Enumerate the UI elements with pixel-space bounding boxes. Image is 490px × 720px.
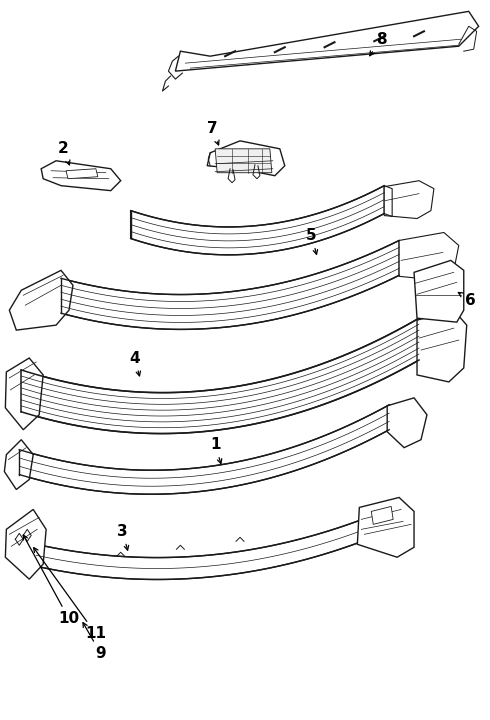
Polygon shape [175, 12, 479, 71]
Polygon shape [66, 168, 98, 179]
Polygon shape [387, 398, 427, 448]
Text: 1: 1 [210, 437, 222, 464]
Text: 3: 3 [118, 524, 129, 550]
Text: 4: 4 [129, 351, 141, 376]
Text: 6: 6 [458, 292, 476, 307]
Text: 11: 11 [34, 548, 106, 642]
Text: 2: 2 [58, 141, 70, 165]
Text: 7: 7 [207, 122, 219, 145]
Polygon shape [357, 498, 414, 557]
Polygon shape [41, 161, 121, 191]
Polygon shape [207, 141, 285, 176]
Polygon shape [21, 318, 419, 433]
Polygon shape [417, 310, 467, 382]
Text: 5: 5 [306, 228, 318, 254]
Polygon shape [215, 149, 272, 173]
Polygon shape [414, 261, 464, 322]
Polygon shape [4, 440, 33, 490]
Polygon shape [61, 240, 399, 329]
Polygon shape [371, 506, 393, 524]
Polygon shape [5, 358, 43, 430]
Text: 8: 8 [369, 32, 387, 55]
Polygon shape [384, 181, 434, 219]
Polygon shape [36, 505, 399, 580]
Polygon shape [399, 233, 459, 280]
Polygon shape [131, 186, 384, 255]
Polygon shape [5, 510, 46, 579]
Polygon shape [19, 405, 389, 494]
Text: 10: 10 [23, 535, 79, 626]
Polygon shape [9, 270, 73, 330]
Text: 9: 9 [83, 623, 106, 662]
